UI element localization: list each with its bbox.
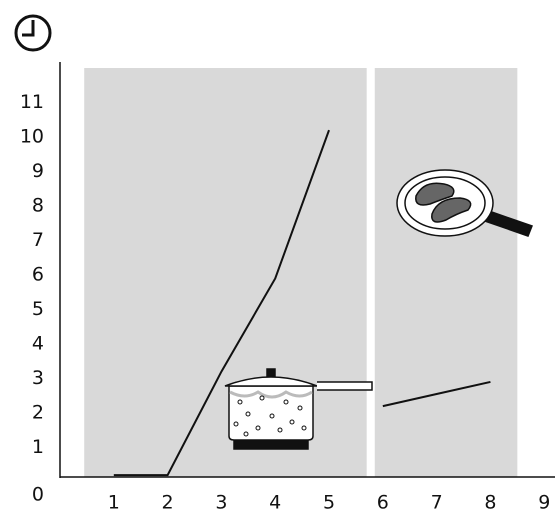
x-tick-label: 1 — [108, 492, 120, 514]
y-tick-label: 8 — [32, 195, 44, 217]
series-line — [382, 380, 491, 408]
clock-icon — [14, 14, 52, 52]
marks — [113, 129, 491, 477]
bands — [84, 68, 518, 477]
shaded-band — [84, 68, 367, 477]
y-tick-label: 11 — [20, 91, 44, 113]
y-tick-label: 7 — [32, 229, 44, 251]
y-tick-label: 3 — [32, 367, 44, 389]
x-tick-label: 7 — [431, 492, 443, 514]
x-tick-label: 4 — [269, 492, 281, 514]
x-tick-label: 8 — [484, 492, 496, 514]
y-tick-label: 9 — [32, 160, 44, 182]
pan-icon — [396, 169, 533, 237]
pot-icon — [224, 368, 373, 450]
x-tick-label: 9 — [538, 492, 550, 514]
y-tick-label: 0 — [32, 484, 44, 506]
shaded-band — [374, 68, 518, 477]
y-tick-label: 6 — [32, 264, 44, 286]
y-tick-label: 2 — [32, 402, 44, 424]
y-tick-label: 4 — [32, 333, 44, 355]
x-tick-label: 3 — [215, 492, 227, 514]
y-tick-label: 1 — [32, 436, 44, 458]
x-tick-label: 6 — [377, 492, 389, 514]
x-tick-label: 5 — [323, 492, 335, 514]
y-tick-label: 5 — [32, 298, 44, 320]
x-tick-label: 2 — [162, 492, 174, 514]
y-tick-label: 10 — [20, 126, 44, 148]
series-line — [113, 129, 330, 477]
